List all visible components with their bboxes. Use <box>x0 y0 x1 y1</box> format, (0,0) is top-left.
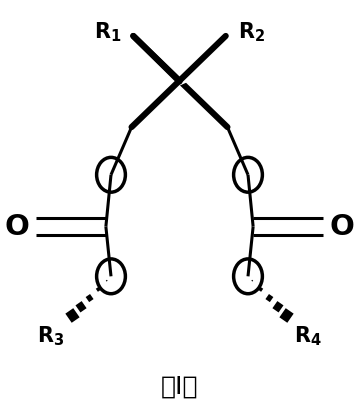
Text: （I）: （I） <box>161 374 198 398</box>
Text: $\mathbf{R_3}$: $\mathbf{R_3}$ <box>37 325 65 348</box>
Text: O: O <box>4 213 29 241</box>
Text: $\mathbf{R_4}$: $\mathbf{R_4}$ <box>294 325 322 348</box>
Text: O: O <box>330 213 355 241</box>
Text: $\mathbf{R_2}$: $\mathbf{R_2}$ <box>238 20 265 44</box>
Text: $\mathbf{R_1}$: $\mathbf{R_1}$ <box>94 20 121 44</box>
